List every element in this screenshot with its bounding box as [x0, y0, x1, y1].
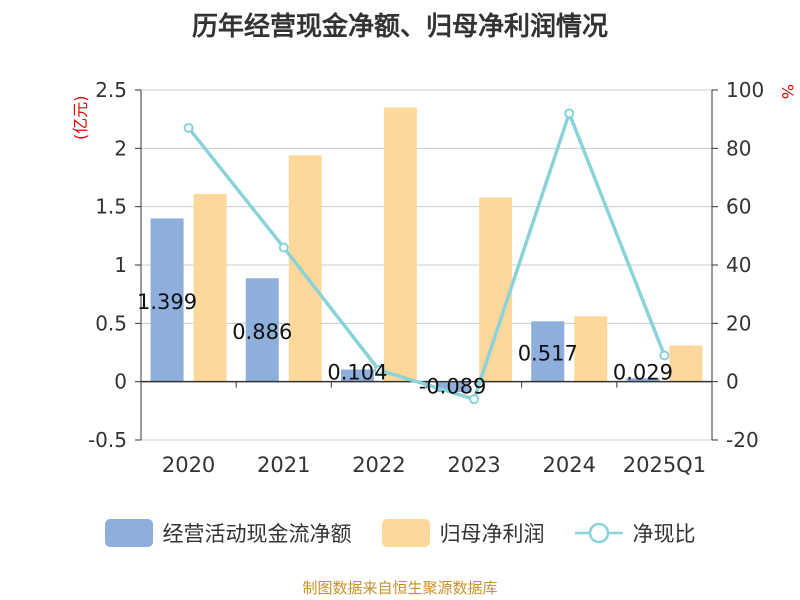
legend-item-ratio[interactable]: 净现比: [574, 518, 696, 548]
data-label-cashflow: -0.089: [419, 375, 487, 399]
ratio-point: [564, 108, 575, 119]
left-tick-label: -0.5: [88, 428, 127, 452]
left-tick-label: 1: [114, 253, 127, 277]
x-tick-label: 2021: [257, 453, 310, 477]
right-tick-label: 40: [726, 253, 751, 277]
ratio-point: [659, 350, 670, 361]
right-tick-label: -20: [726, 428, 759, 452]
bar-cashflow: [245, 278, 279, 382]
bars: [150, 107, 703, 393]
bar-netprofit: [288, 155, 322, 382]
ratio-point: [278, 242, 289, 253]
right-tick-label: 0: [726, 370, 739, 394]
source-note: 制图数据来自恒生聚源数据库: [302, 579, 498, 597]
grid-lines: [141, 89, 712, 441]
ratio-line-path: [187, 111, 667, 401]
bar-netprofit: [574, 316, 608, 382]
legend-item-netprofit[interactable]: 归母净利润: [381, 518, 545, 548]
bar-netprofit: [669, 345, 703, 382]
left-axis-unit: (亿元): [71, 96, 90, 141]
ratio-line: [183, 108, 670, 405]
axes: 2.5 2 1.5 1 0.5 0 -0.5 100 80 60 40 20 0 -20 2020 2021 2…: [71, 78, 797, 477]
legend-item-cashflow[interactable]: 经营活动现金流净额: [104, 518, 352, 548]
right-tick-label: 100: [726, 78, 764, 102]
data-label-cashflow: 1.399: [137, 290, 197, 314]
data-label-cashflow: 0.886: [232, 320, 292, 344]
legend-swatch-ratio: [574, 522, 623, 544]
ratio-point: [183, 122, 194, 133]
left-tick-label: 2: [114, 136, 127, 160]
x-tick-label: 2024: [543, 453, 596, 477]
data-labels: 1.399 0.886 0.104 -0.089 0.517 0.029: [137, 290, 673, 399]
bar-netprofit: [193, 193, 227, 382]
bar-cashflow: [340, 369, 374, 382]
bar-cashflow: [436, 381, 470, 393]
left-tick-label: 2.5: [95, 78, 127, 102]
legend-label-ratio: 净现比: [632, 522, 696, 546]
left-tick-label: 0: [114, 370, 127, 394]
right-tick-label: 60: [726, 195, 751, 219]
left-tick-label: 0.5: [95, 311, 127, 335]
chart-title: 历年经营现金净额、归母净利润情况: [191, 12, 608, 42]
legend-label-netprofit: 归母净利润: [439, 522, 545, 546]
left-tick-label: 1.5: [95, 195, 127, 219]
bar-cashflow: [150, 218, 184, 382]
right-tick-label: 80: [726, 136, 751, 160]
ratio-point: [469, 394, 480, 405]
bar-netprofit: [383, 107, 417, 382]
x-tick-label: 2022: [352, 453, 405, 477]
right-tick-label: 20: [726, 311, 751, 335]
data-label-cashflow: 0.029: [613, 361, 673, 385]
right-axis-unit: %: [778, 84, 797, 99]
ratio-point: [373, 365, 384, 375]
bar-cashflow: [531, 321, 565, 382]
x-tick-label: 2020: [162, 453, 215, 477]
legend-label-cashflow: 经营活动现金流净额: [162, 522, 352, 546]
bar-cashflow: [626, 378, 660, 382]
x-tick-label: 2023: [447, 453, 500, 477]
legend: 经营活动现金流净额 归母净利润 净现比: [0, 518, 800, 548]
data-label-cashflow: 0.104: [327, 361, 387, 385]
legend-swatch-cashflow: [104, 519, 153, 547]
bar-netprofit: [479, 197, 513, 382]
legend-swatch-netprofit: [381, 519, 430, 547]
x-tick-label: 2025Q1: [623, 453, 706, 477]
data-label-cashflow: 0.517: [518, 342, 578, 366]
